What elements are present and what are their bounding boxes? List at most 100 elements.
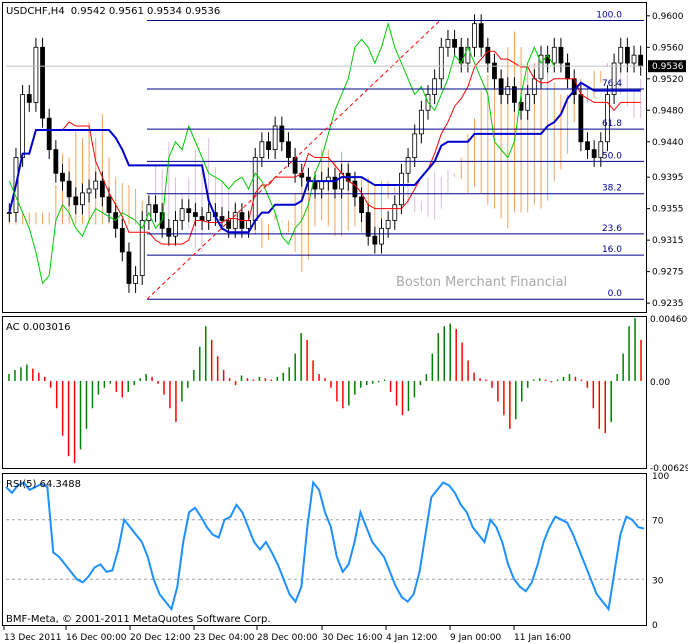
candle-body bbox=[505, 86, 511, 95]
candle-body bbox=[538, 54, 544, 80]
rsi-tick-label: 100 bbox=[652, 472, 669, 482]
candle-body bbox=[492, 62, 497, 80]
candle-body bbox=[365, 212, 371, 237]
candle-body bbox=[193, 212, 198, 217]
candle-body bbox=[153, 204, 158, 214]
candle-body bbox=[399, 172, 404, 206]
time-tick-label: 13 Dec 2011 bbox=[4, 633, 62, 643]
candle-body bbox=[40, 46, 45, 119]
candle-body bbox=[445, 39, 451, 48]
candle-body bbox=[279, 125, 285, 143]
ac-tick-label: 0.00 bbox=[650, 378, 670, 388]
candle-body bbox=[292, 157, 298, 174]
rsi-line-panel: 100 70 30 0 bbox=[5, 472, 669, 631]
tenkan-sen-line bbox=[8, 50, 641, 245]
candle-body bbox=[438, 46, 444, 80]
candle-body bbox=[126, 251, 132, 284]
candle-body bbox=[631, 54, 637, 64]
candle-body bbox=[332, 176, 338, 190]
candle-body bbox=[272, 125, 278, 151]
time-axis: 13 Dec 2011 16 Dec 00:00 20 Dec 12:00 23 De… bbox=[3, 626, 571, 643]
time-tick-label: 9 Jan 00:00 bbox=[450, 633, 502, 643]
candle-body bbox=[133, 275, 138, 284]
candle-body bbox=[199, 216, 205, 221]
candle-body bbox=[66, 180, 72, 198]
price-tick-label: 0.9355 bbox=[652, 205, 684, 215]
price-tick-label: 0.9600 bbox=[652, 12, 684, 22]
price-axis: 0.9600 0.9560 0.9520 0.9480 0.9440 0.9395 0.93… bbox=[646, 12, 686, 309]
candle-body bbox=[60, 172, 65, 182]
candle-body bbox=[372, 235, 378, 245]
candle-body bbox=[379, 227, 384, 245]
copyright-footer: BMF-Meta, © 2001-2011 MetaQuotes Softwar… bbox=[6, 614, 271, 625]
candle-body bbox=[86, 188, 92, 194]
candle-body bbox=[624, 46, 630, 64]
candle-body bbox=[80, 192, 85, 206]
candle-body bbox=[498, 78, 504, 95]
candle-body bbox=[99, 180, 105, 198]
fib-level-label: 76.4 bbox=[602, 79, 622, 89]
chikou-span-line bbox=[8, 21, 555, 285]
candle-body bbox=[232, 212, 238, 229]
candle-body bbox=[452, 39, 457, 48]
candle-body bbox=[565, 62, 570, 80]
candle-body bbox=[611, 62, 617, 95]
candle-body bbox=[26, 94, 32, 103]
time-tick-label: 4 Jan 12:00 bbox=[386, 633, 438, 643]
chart-header: USDCHF,H4 0.9542 0.9561 0.9534 0.9536 bbox=[6, 6, 220, 17]
candle-body bbox=[558, 46, 564, 64]
kijun-sen-line bbox=[8, 81, 641, 234]
time-tick-label: 20 Dec 12:00 bbox=[130, 633, 191, 643]
time-tick-label: 30 Dec 16:00 bbox=[322, 633, 383, 643]
candle-body bbox=[20, 94, 26, 158]
candle-body bbox=[166, 227, 172, 237]
candle-body bbox=[53, 149, 59, 174]
candle-body bbox=[359, 196, 364, 214]
rsi-title: RSI(5) 64.3488 bbox=[6, 479, 81, 490]
candle-body bbox=[33, 46, 39, 103]
fib-level-label: 23.6 bbox=[602, 224, 622, 234]
candle-body bbox=[412, 133, 418, 158]
price-panel bbox=[6, 14, 644, 293]
rsi-tick-label: 0 bbox=[652, 621, 658, 631]
candle-body bbox=[551, 46, 557, 64]
candle-body bbox=[139, 220, 145, 276]
candle-body bbox=[266, 141, 271, 151]
rsi-tick-label: 70 bbox=[652, 517, 664, 527]
price-tick-label: 0.9395 bbox=[652, 173, 684, 183]
candle-body bbox=[206, 212, 212, 221]
fib-level-label: 61.8 bbox=[602, 119, 622, 129]
candle-body bbox=[618, 46, 624, 64]
candle-body bbox=[472, 23, 477, 48]
candle-body bbox=[392, 204, 398, 221]
candle-body bbox=[605, 94, 610, 143]
time-tick-label: 16 Dec 00:00 bbox=[66, 633, 127, 643]
time-tick-label: 23 Dec 04:00 bbox=[194, 633, 255, 643]
price-tick-label: 0.9480 bbox=[652, 106, 684, 116]
rsi-tick-label: 30 bbox=[652, 576, 664, 586]
candle-body bbox=[485, 46, 491, 64]
candle-body bbox=[578, 94, 584, 143]
price-panel-frame bbox=[2, 2, 647, 313]
ac-title: AC 0.003016 bbox=[6, 322, 71, 333]
price-tick-label: 0.9520 bbox=[652, 75, 684, 85]
candle-body bbox=[173, 220, 178, 237]
candle-body bbox=[119, 227, 125, 253]
candle-body bbox=[405, 157, 411, 174]
fib-level-label: 16.0 bbox=[602, 245, 622, 255]
candle-body bbox=[259, 141, 265, 158]
candle-body bbox=[226, 220, 232, 229]
candle-body bbox=[93, 180, 99, 190]
candle-body bbox=[418, 109, 424, 135]
candle-body bbox=[591, 149, 597, 158]
fibonacci-retracement: 100.0 76.4 61.8 50.0 38.2 23.6 16.0 0.0 bbox=[6, 11, 644, 300]
rsi-panel-frame bbox=[2, 473, 647, 626]
fib-level-label: 100.0 bbox=[596, 11, 622, 21]
price-tick-label: 0.9560 bbox=[652, 43, 684, 53]
candle-body bbox=[385, 220, 391, 229]
candle-body bbox=[46, 117, 52, 151]
price-tick-label: 0.9275 bbox=[652, 268, 684, 278]
